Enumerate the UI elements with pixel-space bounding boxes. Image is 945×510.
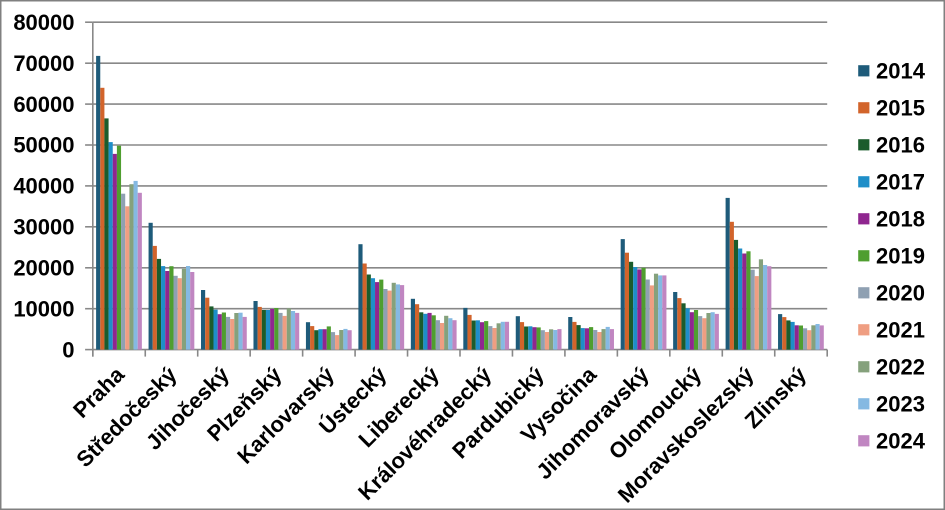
- svg-text:2016: 2016: [876, 133, 925, 158]
- svg-text:2017: 2017: [876, 170, 925, 195]
- svg-text:2023: 2023: [876, 392, 925, 417]
- svg-text:50000: 50000: [13, 133, 74, 158]
- svg-text:2014: 2014: [876, 59, 926, 84]
- svg-text:60000: 60000: [13, 92, 74, 117]
- svg-text:30000: 30000: [13, 215, 74, 240]
- svg-text:2021: 2021: [876, 318, 925, 343]
- svg-text:0: 0: [62, 337, 74, 362]
- svg-text:2018: 2018: [876, 207, 925, 232]
- svg-text:2024: 2024: [876, 429, 926, 454]
- svg-text:2015: 2015: [876, 96, 925, 121]
- svg-text:20000: 20000: [13, 256, 74, 281]
- svg-text:80000: 80000: [13, 10, 74, 35]
- svg-text:40000: 40000: [13, 174, 74, 199]
- svg-text:2019: 2019: [876, 244, 925, 269]
- svg-text:2020: 2020: [876, 281, 925, 306]
- svg-text:2022: 2022: [876, 355, 925, 380]
- svg-text:70000: 70000: [13, 51, 74, 76]
- svg-text:10000: 10000: [13, 296, 74, 321]
